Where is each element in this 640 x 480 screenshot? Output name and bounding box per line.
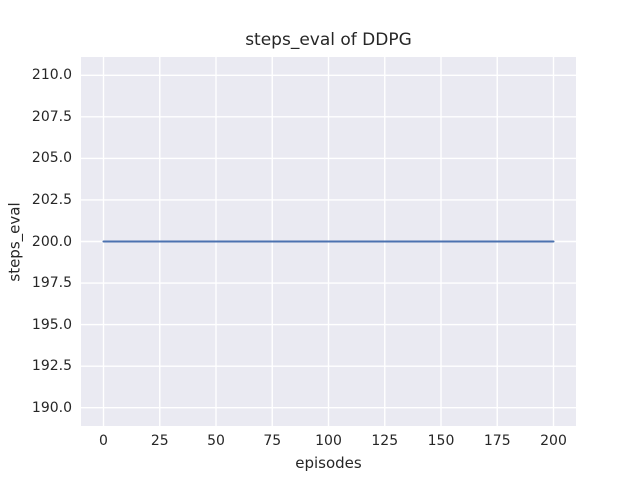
y-tick-label: 200.0: [31, 233, 72, 250]
x-tick-label: 150: [427, 433, 455, 449]
y-tick-label: 207.5: [31, 108, 72, 125]
y-tick-label: 190.0: [31, 399, 72, 416]
y-tick-label: 205.0: [31, 150, 72, 167]
y-tick-label: 210.0: [31, 67, 72, 84]
x-tick-label: 100: [315, 433, 342, 449]
x-tick-label: 200: [540, 433, 567, 449]
x-axis-label: episodes: [295, 454, 362, 472]
plot-area: [81, 57, 576, 426]
x-tick-label: 75: [263, 433, 282, 449]
y-tick-label: 195.0: [31, 316, 72, 333]
y-tick-label: 202.5: [31, 191, 72, 208]
x-tick-label: 50: [207, 433, 225, 449]
x-tick-label: 0: [99, 433, 108, 449]
x-tick-label: 175: [483, 433, 511, 449]
plot-canvas: [81, 57, 576, 426]
x-tick-label: 25: [150, 433, 169, 449]
x-tick-label: 125: [371, 433, 399, 449]
chart-title: steps_eval of DDPG: [245, 30, 412, 50]
y-tick-label: 192.5: [31, 358, 72, 375]
y-tick-label: 197.5: [31, 275, 72, 292]
